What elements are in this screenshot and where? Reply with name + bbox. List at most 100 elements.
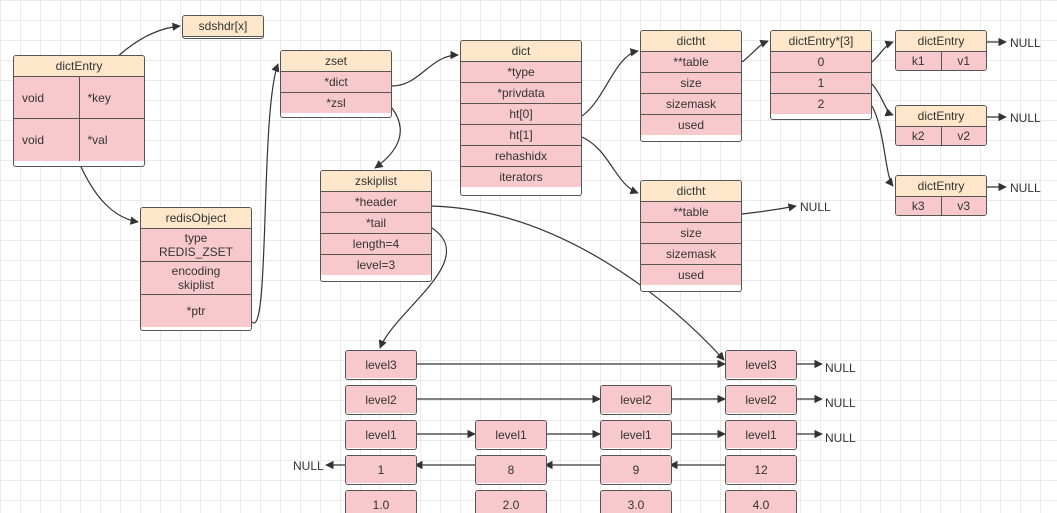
skip-level1: level1 (725, 420, 797, 450)
kv-cell: k3 (896, 197, 941, 215)
null-label: NULL (1010, 36, 1041, 50)
box-dictht0: dictht**tablesizesizemaskused (640, 30, 742, 142)
kv-box: dictEntryk2v2 (895, 105, 987, 146)
kv-cell: k1 (896, 52, 941, 70)
kv-header: dictEntry (896, 176, 986, 197)
skip-score-cell: 9 (601, 456, 671, 483)
box-dict-cell: rehashidx (461, 146, 581, 167)
skip-level-cell: level1 (726, 421, 796, 448)
box-dict-cell: ht[0] (461, 104, 581, 125)
skip-score-cell: 8 (476, 456, 546, 483)
skip-level2: level2 (725, 385, 797, 415)
box-dict: dict*type*privdataht[0]ht[1]rehashidxite… (460, 40, 582, 196)
null-label: NULL (800, 200, 831, 214)
skip-level1: level1 (600, 420, 672, 450)
skip-val: 1.0 (345, 490, 417, 513)
box-dictEntryArr-cell: 0 (771, 52, 871, 73)
skip-level1: level1 (345, 420, 417, 450)
skip-level-cell: level3 (346, 351, 416, 378)
box-zset: zset*dict*zsl (280, 50, 392, 118)
kv-row: k2v2 (896, 127, 986, 145)
box-redisObject: redisObjecttype REDIS_ZSETencoding skipl… (140, 207, 252, 331)
box-zset-cell: *zsl (281, 93, 391, 113)
box-dictht0-header: dictht (641, 31, 741, 52)
box-zset-header: zset (281, 51, 391, 72)
box-dictEntry-cell: void (14, 119, 79, 161)
skip-level-cell: level1 (601, 421, 671, 448)
skip-score-cell: 12 (726, 456, 796, 483)
kv-cell: v2 (941, 127, 987, 145)
kv-box: dictEntryk1v1 (895, 30, 987, 71)
kv-cell: k2 (896, 127, 941, 145)
box-zskiplist-cell: *tail (321, 213, 431, 234)
box-dictht1: dictht**tablesizesizemaskused (640, 180, 742, 292)
null-label: NULL (825, 431, 856, 445)
skip-level3: level3 (345, 350, 417, 380)
skip-level-cell: level2 (726, 386, 796, 413)
box-dictEntry-header: dictEntry (14, 56, 144, 77)
null-label: NULL (293, 459, 324, 473)
box-dict-cell: ht[1] (461, 125, 581, 146)
box-zskiplist-header: zskiplist (321, 171, 431, 192)
box-sdshdr-header: sdshdr[x] (183, 16, 263, 37)
box-redisObject-cell: *ptr (141, 295, 251, 327)
box-dictht1-header: dictht (641, 181, 741, 202)
box-zskiplist-cell: level=3 (321, 255, 431, 275)
box-dictht0-cell: used (641, 115, 741, 135)
box-dictht0-cell: size (641, 73, 741, 94)
kv-header: dictEntry (896, 106, 986, 127)
box-dictht0-cell: sizemask (641, 94, 741, 115)
null-label: NULL (1010, 111, 1041, 125)
skip-level-cell: level1 (346, 421, 416, 448)
kv-row: k3v3 (896, 197, 986, 215)
skip-val: 3.0 (600, 490, 672, 513)
skip-score-cell: 1 (346, 456, 416, 483)
skip-val: 2.0 (475, 490, 547, 513)
box-dictEntry-cell: void (14, 77, 79, 119)
box-sdshdr: sdshdr[x] (182, 15, 264, 39)
skip-level2: level2 (345, 385, 417, 415)
box-dictht1-cell: sizemask (641, 244, 741, 265)
box-dict-cell: *type (461, 62, 581, 83)
kv-row: k1v1 (896, 52, 986, 70)
box-dictEntry-cell: *val (79, 119, 145, 161)
skip-level-cell: level1 (476, 421, 546, 448)
skip-level-cell: level2 (601, 386, 671, 413)
skip-val-cell: 2.0 (476, 491, 546, 513)
skip-score: 8 (475, 455, 547, 485)
kv-cell: v1 (941, 52, 987, 70)
skip-val-cell: 3.0 (601, 491, 671, 513)
skip-level-cell: level2 (346, 386, 416, 413)
null-label: NULL (825, 361, 856, 375)
box-zskiplist: zskiplist*header*taillength=4level=3 (320, 170, 432, 282)
box-dictEntry-row: void*val (14, 119, 144, 161)
box-dictht1-cell: **table (641, 202, 741, 223)
skip-level2: level2 (600, 385, 672, 415)
box-dictht1-cell: used (641, 265, 741, 285)
box-zset-cell: *dict (281, 72, 391, 93)
box-dict-cell: iterators (461, 167, 581, 187)
null-label: NULL (1010, 181, 1041, 195)
kv-box: dictEntryk3v3 (895, 175, 987, 216)
skip-score: 9 (600, 455, 672, 485)
box-zskiplist-cell: *header (321, 192, 431, 213)
skip-val-cell: 4.0 (726, 491, 796, 513)
null-label: NULL (825, 396, 856, 410)
box-dictEntryArr-cell: 1 (771, 73, 871, 94)
skip-score: 1 (345, 455, 417, 485)
skip-level3: level3 (725, 350, 797, 380)
box-redisObject-header: redisObject (141, 208, 251, 229)
skip-val: 4.0 (725, 490, 797, 513)
box-dictEntryArr: dictEntry*[3]012 (770, 30, 872, 120)
box-zskiplist-cell: length=4 (321, 234, 431, 255)
box-redisObject-cell: type REDIS_ZSET (141, 229, 251, 262)
skip-score: 12 (725, 455, 797, 485)
box-dictEntry: dictEntryvoid*keyvoid*val (13, 55, 145, 167)
skip-level1: level1 (475, 420, 547, 450)
box-dictht1-cell: size (641, 223, 741, 244)
skip-level-cell: level3 (726, 351, 796, 378)
box-dictEntryArr-cell: 2 (771, 94, 871, 114)
box-dictEntryArr-header: dictEntry*[3] (771, 31, 871, 52)
box-dict-cell: *privdata (461, 83, 581, 104)
box-dictEntry-row: void*key (14, 77, 144, 119)
